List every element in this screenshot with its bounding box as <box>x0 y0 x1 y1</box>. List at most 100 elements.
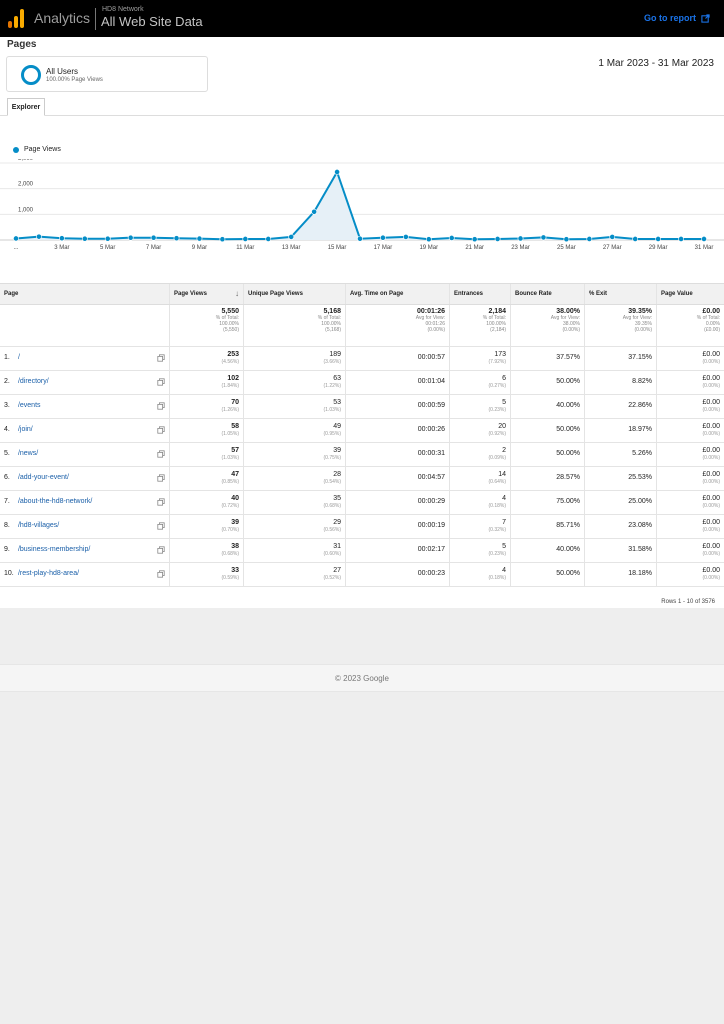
x-tick-label: 23 Mar <box>511 245 530 251</box>
bounce-rate-cell: 37.57% <box>510 347 584 370</box>
page-link[interactable]: /rest-play-hd8-area/ <box>17 570 80 577</box>
unique-page-views-cell: 53 (1.03%) <box>243 395 345 418</box>
total-entrances-value: 2,184 <box>488 308 506 315</box>
tab-explorer[interactable]: Explorer <box>7 98 45 116</box>
page-value-pct: (0.00%) <box>702 527 720 533</box>
col-header-unique-page-views[interactable]: Unique Page Views <box>243 284 345 304</box>
col-header-entrances[interactable]: Entrances <box>449 284 510 304</box>
entrances-value: 4 <box>502 495 506 502</box>
unique-page-views-cell: 49 (0.95%) <box>243 419 345 442</box>
chart-legend[interactable]: Page Views <box>13 146 61 153</box>
total-bounce-rate-l2: 38.00% <box>563 321 580 327</box>
page-views-chart[interactable]: 3,000 2,000 1,000... 3 Mar 5 Mar 7 Mar 9 Mar 11… <box>0 159 724 259</box>
unique-page-views-value: 29 <box>333 519 341 526</box>
avg-time-cell: 00:02:17 <box>345 539 449 562</box>
avg-time-cell: 00:00:19 <box>345 515 449 538</box>
page-value-cell: £0.00 (0.00%) <box>656 515 724 538</box>
page-value-cell: £0.00 (0.00%) <box>656 467 724 490</box>
page-link[interactable]: / <box>17 354 20 361</box>
unique-page-views-pct: (0.52%) <box>323 575 341 581</box>
exit-cell: 25.53% <box>584 467 656 490</box>
data-point <box>58 235 65 242</box>
unique-page-views-value: 63 <box>333 375 341 382</box>
open-page-icon[interactable] <box>157 426 165 434</box>
open-page-icon[interactable] <box>157 378 165 386</box>
open-page-icon[interactable] <box>157 546 165 554</box>
unique-page-views-cell: 35 (0.68%) <box>243 491 345 514</box>
data-point <box>81 235 88 242</box>
exit-cell: 22.86% <box>584 395 656 418</box>
page-views-cell: 33 (0.59%) <box>169 563 243 586</box>
page-link[interactable]: /business-membership/ <box>17 546 91 553</box>
page-value-pct: (0.00%) <box>702 503 720 509</box>
open-page-icon[interactable] <box>157 402 165 410</box>
col-header-bounce-rate[interactable]: Bounce Rate <box>510 284 584 304</box>
page-link[interactable]: /add-your-event/ <box>17 474 69 481</box>
unique-page-views-value: 189 <box>329 351 341 358</box>
total-avg-time: 00:01:26 Avg for View: 00:01:26 (0.00%) <box>345 305 449 346</box>
y-tick-label: 3,000 <box>18 159 34 162</box>
col-header-page[interactable]: Page <box>4 291 19 297</box>
col-header-exit[interactable]: % Exit <box>584 284 656 304</box>
total-exit-l1: Avg for View: <box>622 315 652 321</box>
series-line <box>15 169 704 241</box>
open-page-icon[interactable] <box>157 522 165 530</box>
open-page-icon[interactable] <box>157 474 165 482</box>
open-page-icon[interactable] <box>157 354 165 362</box>
page-cell: 1. / <box>0 347 169 370</box>
total-unique-page-views-value: 5,168 <box>323 308 341 315</box>
totals-row: 5,550% of Total: 100.00% (5,550) 5,168% of … <box>0 305 724 347</box>
page-value-cell: £0.00 (0.00%) <box>656 563 724 586</box>
segment-card[interactable]: All Users 100.00% Page Views <box>6 56 208 92</box>
page-views-pct: (1.84%) <box>221 383 239 389</box>
open-page-icon[interactable] <box>157 498 165 506</box>
page-link[interactable]: /directory/ <box>17 378 49 385</box>
col-header-page-value[interactable]: Page Value <box>656 284 724 304</box>
open-page-icon[interactable] <box>157 570 165 578</box>
unique-page-views-pct: (1.03%) <box>323 407 341 413</box>
page-value-pct: (0.00%) <box>702 407 720 413</box>
page-value-value: £0.00 <box>702 399 720 406</box>
page-cell: 5. /news/ <box>0 443 169 466</box>
exit-cell: 25.00% <box>584 491 656 514</box>
entrances-pct: (0.23%) <box>488 551 506 557</box>
unique-page-views-cell: 39 (0.75%) <box>243 443 345 466</box>
y-tick-label: 2,000 <box>18 182 34 188</box>
page-link[interactable]: /news/ <box>17 450 39 457</box>
unique-page-views-cell: 31 (0.60%) <box>243 539 345 562</box>
data-point <box>173 235 180 242</box>
unique-page-views-pct: (0.75%) <box>323 455 341 461</box>
total-page-views-l3: (5,550) <box>223 327 239 333</box>
page-views-pct: (0.72%) <box>221 503 239 509</box>
data-point <box>402 234 409 240</box>
avg-time-cell: 00:00:59 <box>345 395 449 418</box>
total-exit-l2: 39.35% <box>635 321 652 327</box>
page-views-cell: 58 (1.05%) <box>169 419 243 442</box>
page-link[interactable]: /events <box>17 402 41 409</box>
col-header-page-views[interactable]: Page Views ↓ <box>169 284 243 304</box>
avg-time-cell: 00:00:23 <box>345 563 449 586</box>
open-page-icon[interactable] <box>157 450 165 458</box>
property-selector[interactable]: All Web Site Data <box>101 14 203 29</box>
page-link[interactable]: /hd8-villages/ <box>17 522 60 529</box>
unique-page-views-cell: 189 (3.66%) <box>243 347 345 370</box>
col-header-avg-time[interactable]: Avg. Time on Page <box>345 284 449 304</box>
data-point <box>586 236 593 242</box>
bounce-rate-cell: 75.00% <box>510 491 584 514</box>
go-to-report-link[interactable]: Go to report <box>644 13 710 23</box>
avg-time-cell: 00:00:26 <box>345 419 449 442</box>
bounce-rate-cell: 50.00% <box>510 419 584 442</box>
page-views-pct: (0.68%) <box>221 551 239 557</box>
page-link[interactable]: /join/ <box>17 426 33 433</box>
x-tick-label: 21 Mar <box>465 245 484 251</box>
exit-cell: 5.26% <box>584 443 656 466</box>
entrances-cell: 7 (0.32%) <box>449 515 510 538</box>
entrances-cell: 14 (0.64%) <box>449 467 510 490</box>
data-point <box>655 236 662 242</box>
total-avg-time-value: 00:01:26 <box>416 308 445 315</box>
page-link[interactable]: /about-the-hd8-network/ <box>17 498 93 505</box>
total-unique-page-views: 5,168% of Total: 100.00% (5,168) <box>243 305 345 346</box>
segment-name: All Users <box>46 67 79 76</box>
date-range-picker[interactable]: 1 Mar 2023 - 31 Mar 2023 <box>598 58 714 69</box>
x-tick-label: 13 Mar <box>282 245 301 251</box>
